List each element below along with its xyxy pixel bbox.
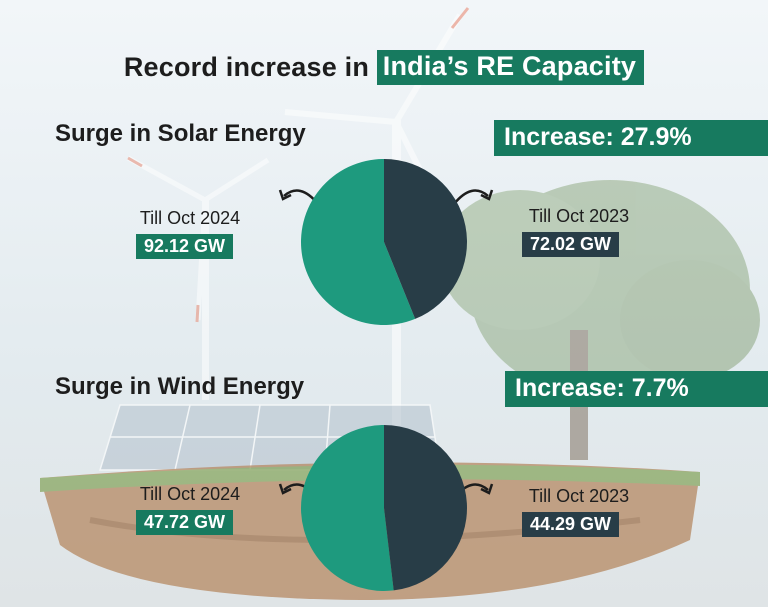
- solar-heading: Surge in Solar Energy: [55, 120, 306, 147]
- wind-heading: Surge in Wind Energy: [55, 373, 305, 400]
- curved-arrow-right-icon: [453, 189, 494, 205]
- solar-increase-badge: Increase: 27.9%: [494, 120, 768, 156]
- wind-left-label: Till Oct 2024: [139, 484, 241, 504]
- pie-slice-2024: [301, 159, 416, 325]
- wind-right-label: Till Oct 2023: [528, 486, 630, 506]
- solar-right-value: 72.02 GW: [522, 232, 620, 257]
- pie-slice-2024: [300, 425, 394, 591]
- wind-left-value: 47.72 GW: [136, 510, 234, 535]
- wind-right-value: 44.29 GW: [522, 512, 620, 537]
- pie-slice-2023: [384, 159, 467, 319]
- pie-slice-2023: [384, 425, 467, 591]
- wind-pie-chart: [300, 425, 467, 591]
- solar-left-value: 92.12 GW: [136, 234, 234, 259]
- page-title: Record increase in India’s RE Capacity: [0, 50, 768, 85]
- title-highlight: India’s RE Capacity: [376, 50, 645, 85]
- solar-right-label: Till Oct 2023: [528, 206, 630, 226]
- wind-increase-badge: Increase: 7.7%: [505, 371, 768, 407]
- solar-pie-chart: [301, 159, 467, 325]
- wind-turbine-icon: [126, 155, 270, 400]
- title-prefix: Record increase in: [123, 52, 370, 82]
- solar-left-label: Till Oct 2024: [139, 208, 241, 228]
